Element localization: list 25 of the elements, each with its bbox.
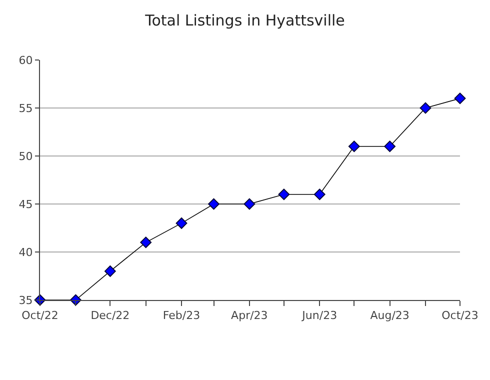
y-tick-label: 35 (18, 294, 33, 307)
point (278, 188, 290, 200)
point (420, 102, 432, 114)
x-tick-label: Dec/22 (90, 309, 130, 322)
y-tick-label: 45 (18, 198, 33, 211)
x-tick-label: Jun/23 (301, 309, 338, 322)
y-tick-label: 55 (18, 102, 33, 115)
point (244, 198, 256, 210)
chart-title: Total Listings in Hyattsville (144, 12, 345, 30)
y-tick-label: 50 (18, 150, 33, 163)
x-tick-label: Oct/23 (442, 309, 478, 322)
point (104, 266, 116, 277)
x-tick-label: Apr/23 (231, 309, 268, 322)
y-tick-label: 40 (18, 246, 33, 259)
point (314, 188, 326, 200)
y-tick-label: 60 (18, 54, 33, 67)
x-tick-label: Oct/22 (22, 309, 58, 322)
point (208, 198, 220, 210)
point (140, 236, 152, 248)
point (176, 218, 188, 229)
x-tick-label: Feb/23 (162, 309, 200, 322)
point (384, 140, 396, 152)
point (454, 92, 466, 104)
point (348, 140, 360, 152)
x-tick-label: Aug/23 (370, 309, 410, 322)
